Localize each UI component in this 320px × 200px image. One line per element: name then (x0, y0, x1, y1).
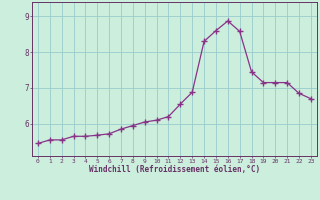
X-axis label: Windchill (Refroidissement éolien,°C): Windchill (Refroidissement éolien,°C) (89, 165, 260, 174)
